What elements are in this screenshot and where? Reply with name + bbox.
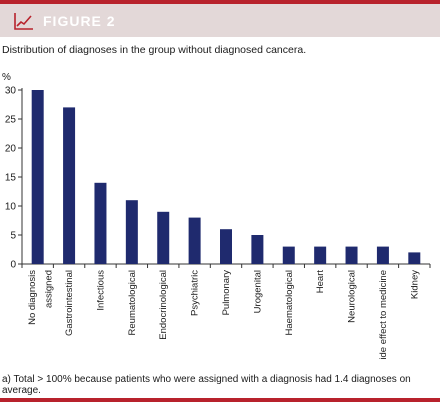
bar-4 xyxy=(157,211,170,264)
x-category-label: Kidney xyxy=(409,270,420,299)
y-tick-label: 10 xyxy=(5,202,17,213)
x-category-label: Gastrointestinal xyxy=(64,270,75,336)
figure-banner: FIGURE 2 xyxy=(0,4,440,37)
line-chart-icon xyxy=(14,12,33,30)
x-category-label: Neurological xyxy=(347,270,358,323)
y-tick-label: 20 xyxy=(5,144,17,155)
bar-2 xyxy=(94,182,107,264)
y-axis-label: % xyxy=(2,72,11,83)
x-category-label: Endocrinological xyxy=(158,270,169,340)
x-category-label: Side effect to medicine xyxy=(378,270,389,360)
x-category-label: Pulmonary xyxy=(221,270,232,316)
bar-1 xyxy=(63,107,76,265)
figure-label: FIGURE 2 xyxy=(43,12,116,29)
y-tick-label: 30 xyxy=(5,86,17,97)
bar-5 xyxy=(188,217,201,264)
y-tick-label: 0 xyxy=(10,260,16,271)
bar-11 xyxy=(376,246,389,264)
x-category-label: Reumatological xyxy=(127,270,138,335)
bar-7 xyxy=(251,235,264,264)
bar-chart: % 0 5 10 15 20 25 30 No diagnosis assigned Gastroi… xyxy=(2,72,431,360)
y-tick-label: 25 xyxy=(5,115,17,126)
x-category-label: Infectious xyxy=(95,270,106,311)
chart-footnote: a) Total > 100% because patients who wer… xyxy=(2,374,411,396)
top-accent-rule xyxy=(0,0,440,4)
bar-12 xyxy=(408,252,421,264)
x-category-label: Psychiatric xyxy=(190,270,201,316)
x-category-label: No diagnosis assigned xyxy=(27,270,55,325)
bar-9 xyxy=(314,246,327,264)
x-category-label: Heart xyxy=(315,270,326,294)
bar-3 xyxy=(125,200,138,264)
bar-10 xyxy=(345,246,358,264)
x-category-label: Haematological xyxy=(284,270,295,335)
chart-subtitle: Distribution of diagnoses in the group w… xyxy=(2,44,307,56)
bar-0 xyxy=(31,90,44,264)
bar-8 xyxy=(282,246,295,264)
bottom-accent-rule xyxy=(0,398,440,402)
y-tick-label: 15 xyxy=(5,173,17,184)
y-tick-label: 5 xyxy=(10,231,16,242)
bar-6 xyxy=(220,229,232,264)
x-category-label: Urogenital xyxy=(252,270,263,313)
